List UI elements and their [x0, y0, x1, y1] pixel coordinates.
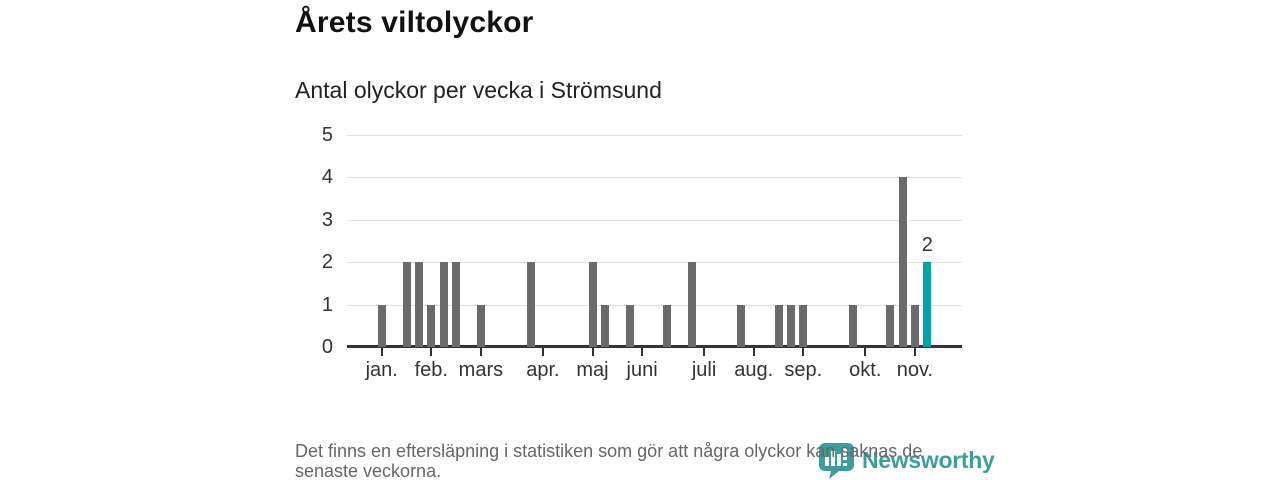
bar-week-24	[662, 304, 671, 347]
y-axis-label-1: 1	[321, 293, 333, 316]
x-axis-label-maj: maj	[576, 359, 609, 381]
bar-week-3	[402, 262, 411, 347]
bar-week-1	[377, 304, 386, 347]
newsworthy-wordmark: Newsworthy	[862, 447, 995, 473]
newsworthy-logo: Newsworthy	[818, 442, 995, 479]
footnote-line-1: Det finns en eftersläpning i statistiken…	[295, 441, 923, 461]
x-axis-tick-maj	[591, 348, 594, 356]
bar-week-9	[476, 304, 485, 347]
gridline-y5	[347, 135, 962, 136]
bar-week-42	[886, 304, 895, 347]
bar-week-43	[898, 177, 907, 347]
x-axis-tick-juli	[703, 348, 706, 356]
bar-value-label: 2	[921, 234, 933, 257]
gridline-y2	[347, 262, 962, 264]
x-axis-label-juli: juli	[691, 359, 717, 381]
gridline-y1	[347, 304, 962, 306]
bar-week-7	[452, 262, 461, 347]
x-axis-tick-apr	[541, 348, 544, 356]
y-axis-label-4: 4	[321, 166, 333, 189]
bar-week-45-highlight	[923, 262, 932, 347]
x-axis-label-feb: feb.	[414, 359, 448, 381]
x-axis-tick-jan	[380, 348, 383, 356]
bar-week-4	[414, 262, 423, 347]
bar-week-34	[786, 304, 795, 347]
y-axis-label-5: 5	[321, 124, 333, 146]
bar-week-33	[774, 304, 783, 347]
x-axis-label-sep: sep.	[784, 359, 823, 381]
x-axis-tick-juni	[641, 348, 644, 356]
page-title: Årets viltolyckor	[295, 6, 534, 39]
chart-footnote: Det finns en eftersläpning i statistiken…	[295, 441, 922, 480]
x-axis-tick-feb	[430, 348, 433, 356]
x-axis-tick-mars	[479, 348, 482, 356]
x-axis-label-jan: jan.	[365, 359, 398, 381]
x-axis-tick-okt	[864, 348, 867, 356]
bar-week-39	[848, 304, 857, 347]
gridline-y3	[347, 219, 962, 221]
x-axis-label-okt: okt.	[849, 359, 882, 381]
x-axis-label-nov: nov.	[896, 359, 934, 381]
bar-week-30	[737, 304, 746, 347]
y-axis-label-3: 3	[321, 208, 333, 231]
x-axis-tick-aug	[752, 348, 755, 356]
footnote-line-2: senaste veckorna.	[295, 461, 442, 480]
x-axis-line	[347, 345, 962, 348]
x-axis-label-mars: mars	[458, 359, 504, 381]
y-axis-label-2: 2	[321, 251, 333, 274]
newsworthy-logo-icon	[819, 443, 854, 479]
bar-week-35	[799, 304, 808, 347]
y-axis-label-0: 0	[321, 336, 333, 358]
chart-subtitle: Antal olyckor per vecka i Strömsund	[295, 77, 662, 103]
x-axis-label-aug: aug.	[734, 359, 774, 381]
x-axis-tick-sep	[802, 348, 805, 356]
bar-week-18	[588, 262, 597, 347]
gridline-y4	[347, 177, 962, 179]
bar-week-6	[439, 262, 448, 347]
x-axis-label-juni: juni	[626, 359, 658, 381]
x-axis-label-apr: apr.	[526, 359, 560, 381]
bar-week-13	[526, 262, 535, 347]
bar-week-21	[625, 304, 634, 347]
bar-week-19	[600, 304, 609, 347]
bar-week-5	[427, 304, 436, 347]
bar-week-44	[910, 304, 919, 347]
bar-week-26	[687, 262, 696, 347]
x-axis-tick-nov	[913, 348, 916, 356]
